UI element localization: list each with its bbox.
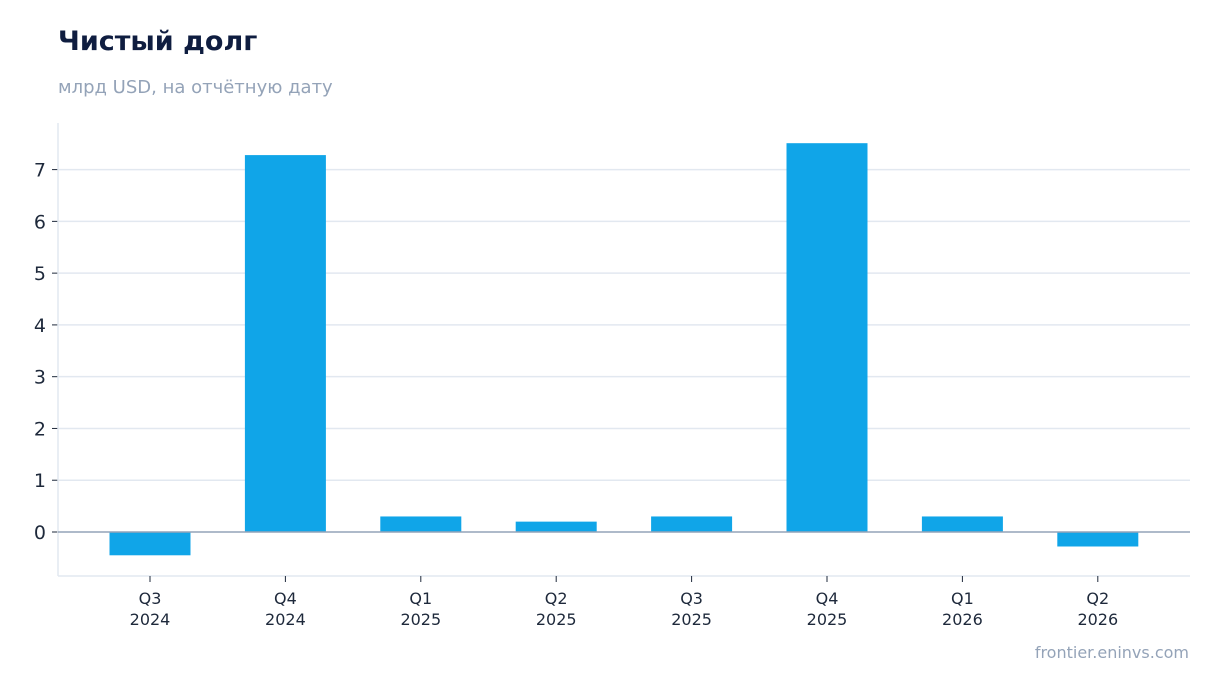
x-tick-label-quarter: Q3	[139, 589, 162, 608]
x-tick-label-quarter: Q3	[680, 589, 703, 608]
x-tick-label-year: 2025	[671, 610, 712, 629]
x-tick-label-year: 2026	[942, 610, 983, 629]
y-tick-label: 7	[34, 160, 46, 182]
bar-q2-2025	[515, 521, 597, 532]
y-tick-labels: 0 1 2 3 4 5 6 7	[34, 160, 46, 544]
bar-q3-2025	[651, 516, 733, 532]
x-tick-label-year: 2025	[807, 610, 848, 629]
x-tick-label-quarter: Q2	[1086, 589, 1109, 608]
y-tick-label: 0	[34, 522, 46, 544]
x-tick-labels: Q3 2024 Q4 2024 Q1 2025 Q2 2025 Q3 2025 Q4 2025 Q1 20…	[130, 589, 1119, 629]
axes	[52, 123, 1190, 582]
bars	[109, 143, 1139, 556]
grid-lines	[58, 168, 1190, 481]
y-tick-label: 6	[34, 211, 46, 233]
x-tick-label-year: 2024	[130, 610, 171, 629]
y-tick-label: 1	[34, 470, 46, 492]
y-tick-label: 3	[34, 367, 46, 389]
x-tick-label-quarter: Q1	[951, 589, 974, 608]
x-tick-label-quarter: Q4	[816, 589, 839, 608]
bar-q4-2024	[244, 155, 326, 532]
y-tick-label: 2	[34, 418, 46, 440]
x-tick-label-year: 2024	[265, 610, 306, 629]
y-tick-label: 5	[34, 263, 46, 285]
bar-q1-2026	[921, 516, 1003, 532]
bar-q2-2026	[1057, 531, 1139, 547]
x-tick-label-quarter: Q1	[409, 589, 432, 608]
bar-q1-2025	[380, 516, 462, 532]
chart-title: Чистый долг	[58, 26, 258, 57]
x-tick-label-year: 2026	[1077, 610, 1118, 629]
x-tick-label-year: 2025	[400, 610, 441, 629]
x-tick-label-quarter: Q2	[545, 589, 568, 608]
source-credit: frontier.eninvs.com	[1034, 643, 1189, 662]
y-tick-label: 4	[34, 315, 46, 337]
bar-q4-2025	[786, 143, 868, 532]
bar-q3-2024	[109, 531, 191, 556]
chart-subtitle: млрд USD, на отчётную дату	[58, 77, 333, 98]
x-tick-label-quarter: Q4	[274, 589, 297, 608]
x-tick-label-year: 2025	[536, 610, 577, 629]
